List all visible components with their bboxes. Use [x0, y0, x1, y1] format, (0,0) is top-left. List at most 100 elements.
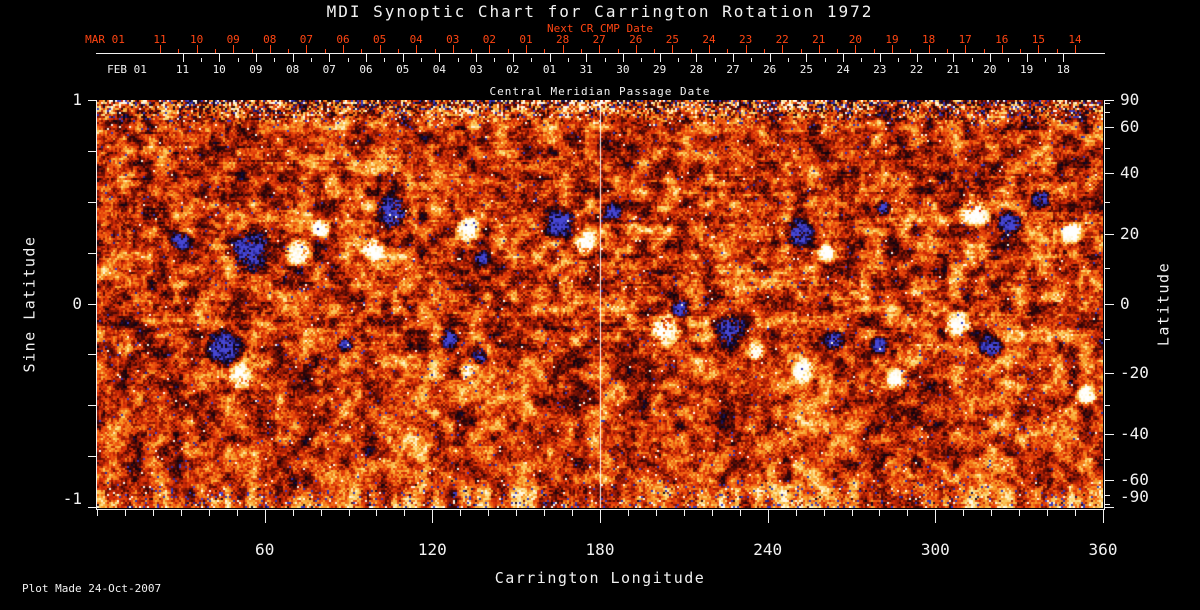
cmp-day-label: 02 — [506, 63, 520, 76]
cmp-day-label: 29 — [652, 63, 667, 76]
cmp-day-label: 18 — [1056, 63, 1070, 76]
bottom-tick — [879, 509, 881, 516]
cmp-tick — [916, 54, 918, 62]
cmp-day-label: 28 — [689, 63, 703, 76]
bottom-tick-label: 240 — [753, 540, 783, 559]
bottom-tick — [1047, 509, 1049, 516]
cmp-tick — [622, 54, 624, 62]
right-tick-label: -90 — [1120, 487, 1149, 506]
right-tick — [1104, 494, 1110, 496]
next-cr-day-label: 01 — [519, 33, 533, 46]
left-tick — [88, 252, 96, 254]
next-cr-minor-tick — [397, 49, 399, 53]
right-tick — [1104, 172, 1114, 174]
bottom-tick — [97, 509, 98, 516]
bottom-tick — [767, 509, 769, 523]
next-cr-minor-tick — [214, 49, 216, 53]
left-tick-label: 0 — [72, 293, 82, 313]
cmp-tick — [366, 54, 367, 62]
next-cr-tick — [269, 45, 271, 53]
plot-frame-right — [1104, 100, 1105, 510]
cmp-tick — [586, 54, 588, 62]
next-cr-tick — [818, 45, 820, 53]
left-tick — [88, 201, 96, 203]
left-tick-label: 1 — [72, 90, 82, 109]
next-cr-minor-tick — [946, 49, 948, 53]
next-cr-tick — [1001, 45, 1003, 53]
cmp-day-label: 20 — [983, 63, 997, 76]
bottom-tick — [544, 509, 546, 516]
next-cr-tick — [562, 45, 564, 53]
next-cr-day-label: 16 — [995, 33, 1009, 46]
bottom-tick-label: 300 — [920, 540, 950, 559]
next-cr-tick — [928, 45, 930, 53]
cmp-tick — [512, 54, 514, 62]
cmp-day-label: 27 — [726, 63, 740, 76]
next-cr-tick — [160, 45, 161, 53]
bottom-tick — [208, 509, 210, 516]
next-cr-day-label: 08 — [263, 33, 277, 46]
cmp-day-label: 01 — [542, 63, 557, 76]
carrington-longitude-axis-title: Carrington Longitude — [494, 569, 706, 587]
right-tick — [1104, 201, 1110, 203]
next-cr-day-label: 09 — [226, 33, 240, 46]
bottom-tick — [432, 509, 434, 523]
next-cr-day-label: 25 — [665, 33, 680, 46]
right-tick-label: 20 — [1120, 223, 1140, 243]
bottom-tick — [264, 509, 266, 523]
right-tick — [1104, 103, 1110, 105]
cmp-tick — [439, 54, 441, 62]
cmp-minor-tick — [347, 58, 349, 62]
right-tick — [1104, 268, 1110, 270]
next-cr-tick — [489, 45, 491, 53]
right-tick-label: -20 — [1120, 363, 1149, 383]
cmp-minor-tick — [567, 58, 569, 62]
next-cr-minor-tick — [873, 49, 875, 53]
cmp-day-label: 11 — [175, 63, 190, 76]
cmp-day-label: 26 — [763, 63, 777, 76]
bottom-tick — [795, 509, 797, 516]
next-cr-minor-tick — [654, 49, 656, 53]
next-cr-minor-tick — [434, 49, 436, 53]
next-cr-minor-tick — [1020, 49, 1022, 53]
bottom-tick — [376, 509, 378, 516]
cmp-tick — [843, 54, 845, 62]
next-cr-minor-tick — [288, 49, 290, 53]
next-cr-tick — [416, 45, 418, 53]
next-cr-tick — [1038, 45, 1040, 53]
cmp-tick — [953, 54, 955, 62]
bottom-tick-label: 120 — [417, 540, 447, 559]
next-cr-minor-tick — [910, 49, 912, 53]
left-tick — [88, 100, 96, 101]
next-cr-cmp-date-label: Next CR CMP Date — [547, 22, 653, 35]
cmp-day-label: 09 — [249, 63, 263, 76]
bottom-tick — [180, 509, 182, 516]
next-cr-tick — [306, 45, 308, 53]
cmp-tick — [879, 54, 881, 62]
cmp-tick — [292, 54, 294, 62]
right-tick — [1104, 233, 1114, 235]
bottom-tick — [404, 509, 406, 516]
bottom-tick — [627, 509, 629, 516]
next-cr-tick — [709, 45, 710, 53]
left-tick — [88, 507, 96, 508]
next-cr-tick — [965, 45, 967, 53]
next-cr-minor-tick — [800, 49, 802, 53]
next-cr-day-label: 14 — [1068, 33, 1082, 46]
next-cr-minor-tick — [507, 49, 509, 53]
cmp-day-label: 07 — [322, 63, 336, 76]
next-cr-tick — [1075, 45, 1076, 53]
next-cr-day-label: 22 — [775, 33, 789, 46]
next-cr-day-label: 26 — [629, 33, 643, 46]
cmp-day-label: 21 — [946, 63, 960, 76]
cmp-minor-tick — [641, 58, 643, 62]
cmp-tick — [769, 54, 771, 62]
cmp-day-label: 04 — [432, 63, 447, 76]
bottom-tick-label: 60 — [255, 540, 275, 559]
cmp-minor-tick — [1044, 58, 1046, 62]
right-tick — [1104, 373, 1114, 375]
right-tick — [1104, 147, 1110, 149]
right-tick — [1104, 112, 1110, 114]
cmp-axis-line — [96, 53, 1105, 54]
right-tick — [1104, 434, 1114, 436]
